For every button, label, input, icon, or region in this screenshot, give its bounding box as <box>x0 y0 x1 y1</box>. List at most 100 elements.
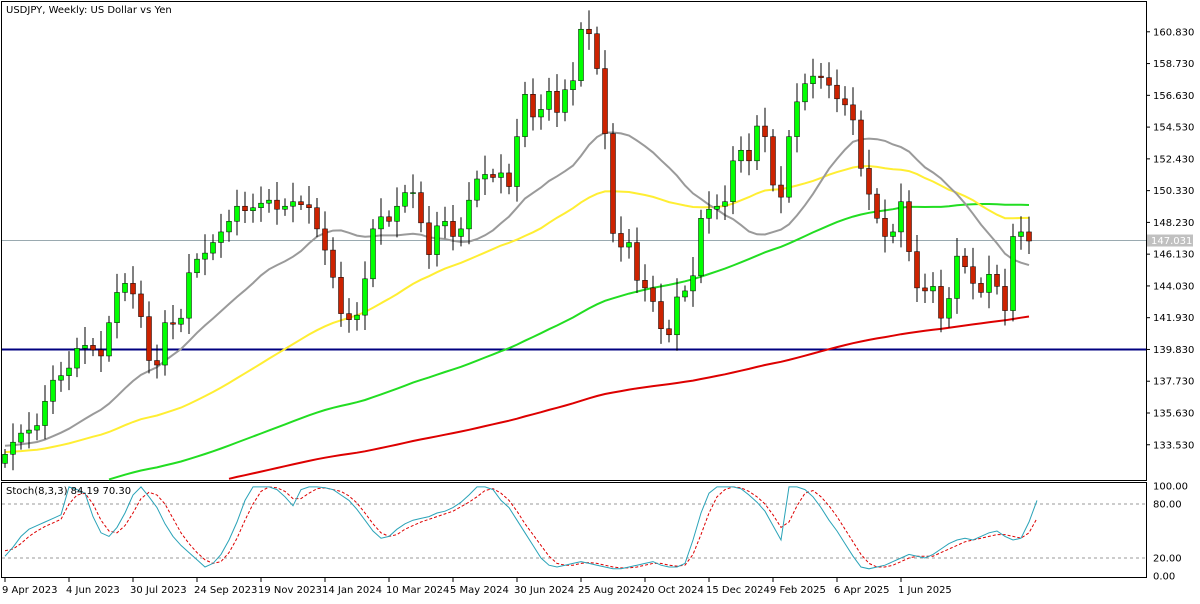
candle-body <box>50 379 56 402</box>
candle-body <box>994 274 1000 287</box>
candle-body <box>682 290 688 298</box>
candle-body <box>738 149 744 162</box>
time-tick-label: 30 Jul 2023 <box>130 585 187 596</box>
candle-body <box>562 89 568 113</box>
price-tick-label: 139.830 <box>1153 345 1194 356</box>
candle-body <box>330 249 336 278</box>
price-tick-label: 156.630 <box>1153 91 1194 102</box>
candle-body <box>482 174 488 180</box>
candle-body <box>666 328 672 336</box>
candle-body <box>714 205 720 210</box>
candle-body <box>498 172 504 178</box>
candle-body <box>26 429 32 434</box>
candle-body <box>98 349 104 357</box>
stoch-tick-label: 100.00 <box>1153 482 1188 493</box>
candle-body <box>690 275 696 292</box>
candle-body <box>882 218 888 237</box>
candle-body <box>434 225 440 255</box>
candle-body <box>290 201 296 207</box>
candle-body <box>138 293 144 317</box>
candle-body <box>970 266 976 284</box>
price-tick-label: 158.730 <box>1153 59 1194 70</box>
time-tick-label: 20 Oct 2024 <box>642 585 704 596</box>
candle-body <box>234 205 240 222</box>
candle-body <box>170 322 176 325</box>
candle-body <box>458 228 464 237</box>
candle-body <box>410 192 416 194</box>
price-tick-label: 135.630 <box>1153 408 1194 419</box>
candle-body <box>554 90 560 113</box>
candle-body <box>194 258 200 274</box>
candle-body <box>90 345 96 351</box>
candle-body <box>586 28 592 35</box>
candle-body <box>162 322 168 366</box>
candle-body <box>354 314 360 320</box>
price-tick-label: 133.530 <box>1153 440 1194 451</box>
candle-body <box>130 283 136 295</box>
candle-body <box>1018 231 1024 237</box>
candle-body <box>826 77 832 86</box>
current-price-label: 147.031 <box>1151 236 1192 247</box>
candle-body <box>546 90 552 110</box>
candle-body <box>650 287 656 302</box>
stoch-tick-label: 0.00 <box>1153 572 1175 583</box>
candle-body <box>938 286 944 319</box>
time-tick-label: 1 Jun 2025 <box>898 585 952 596</box>
time-tick-label: 15 Dec 2024 <box>706 585 770 596</box>
candle-body <box>154 360 160 366</box>
candle-body <box>778 184 784 198</box>
candle-body <box>394 205 400 222</box>
candle-body <box>402 192 408 207</box>
candle-body <box>426 222 432 255</box>
candle-body <box>786 136 792 198</box>
candle-body <box>10 441 16 455</box>
candle-body <box>338 277 344 314</box>
time-tick-label: 4 Jun 2023 <box>66 585 120 596</box>
candle-body <box>226 221 232 233</box>
candle-body <box>314 207 320 230</box>
candle-body <box>706 208 712 219</box>
candle-body <box>1026 231 1032 242</box>
chart-title: USDJPY, Weekly: US Dollar vs Yen <box>6 5 172 16</box>
candle-body <box>866 168 872 195</box>
candle-body <box>442 221 448 227</box>
price-tick-label: 150.330 <box>1153 186 1194 197</box>
time-tick-label: 19 Nov 2023 <box>258 585 322 596</box>
candle-body <box>626 242 632 248</box>
candle-body <box>946 298 952 319</box>
candle-body <box>954 255 960 299</box>
time-tick-label: 9 Apr 2023 <box>2 585 57 596</box>
candle-body <box>594 33 600 69</box>
candle-body <box>962 255 968 267</box>
candle-body <box>802 83 808 103</box>
candle-body <box>642 280 648 289</box>
price-tick-label: 146.130 <box>1153 250 1194 261</box>
candle-body <box>858 119 864 169</box>
candle-body <box>242 205 248 211</box>
candle-body <box>930 286 936 292</box>
time-tick-label: 30 Jun 2024 <box>514 585 574 596</box>
candle-body <box>450 221 456 237</box>
candle-body <box>18 432 24 443</box>
candle-body <box>538 109 544 118</box>
candle-body <box>106 322 112 357</box>
stoch-tick-label: 80.00 <box>1153 500 1182 511</box>
candle-body <box>298 201 304 205</box>
candle-body <box>74 348 80 369</box>
candle-body <box>346 313 352 320</box>
candle-body <box>986 274 992 293</box>
price-tick-label: 160.830 <box>1153 27 1194 38</box>
candle-body <box>578 28 584 81</box>
price-tick-label: 148.230 <box>1153 218 1194 229</box>
ma200-line <box>228 315 1030 480</box>
candle-body <box>362 278 368 316</box>
candle-body <box>906 201 912 252</box>
candle-body <box>266 199 272 204</box>
candle-body <box>898 201 904 233</box>
stoch-plot <box>2 486 1146 570</box>
candle-body <box>186 272 192 319</box>
candle-body <box>834 84 840 100</box>
candle-body <box>570 80 576 90</box>
